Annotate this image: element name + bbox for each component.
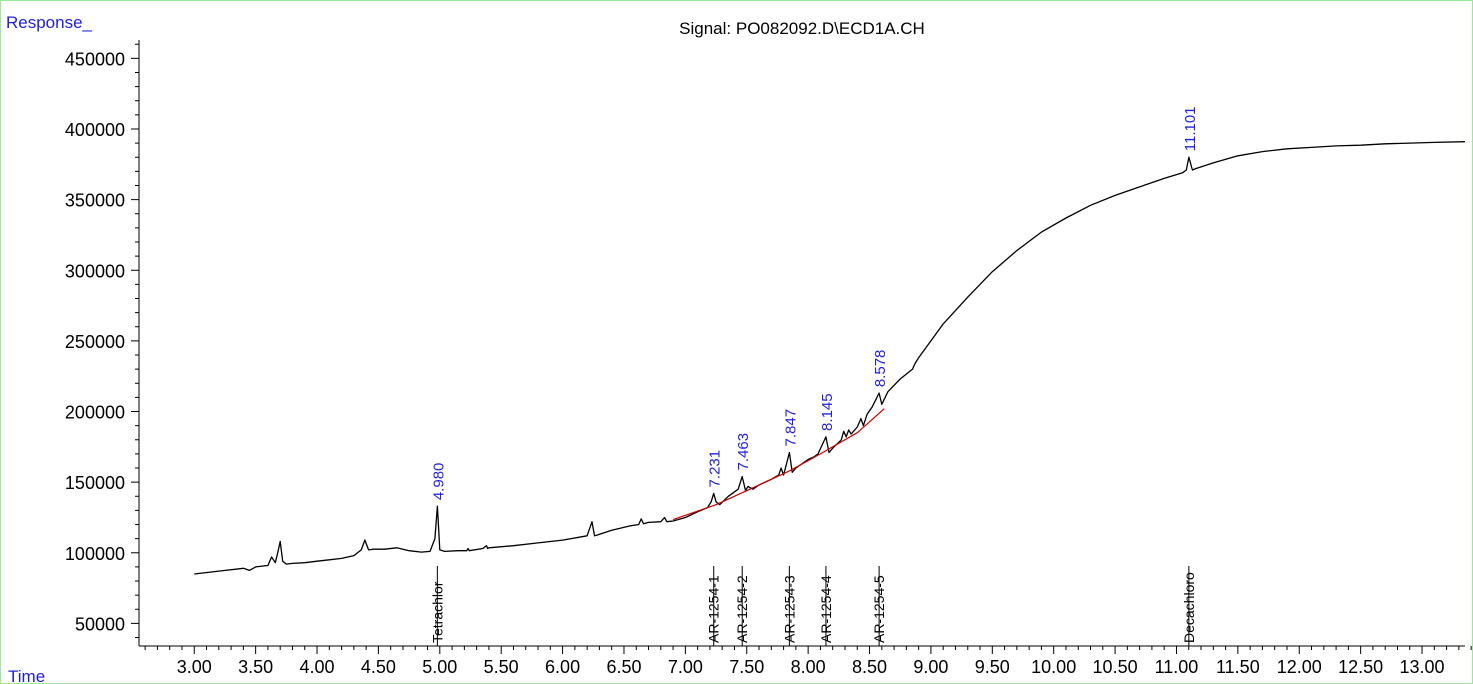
y-tick-label: 450000 [65,49,125,69]
compound-marker-label: Decachloro [1181,572,1197,643]
compound-marker-label: AR-1254-2 [734,575,750,643]
x-tick-label: 5.00 [422,657,457,677]
peak-retention-label: 7.463 [735,433,752,471]
x-tick-label: 10.50 [1093,657,1138,677]
x-tick-label: 3.00 [177,657,212,677]
x-tick-label: 13.00 [1400,657,1445,677]
x-tick-label: 8.00 [791,657,826,677]
compound-marker-label: AR-1254-4 [818,575,834,643]
peak-retention-label: 7.231 [707,450,724,488]
peak-retention-label: 11.101 [1182,106,1199,151]
compound-marker-label: AR-1254-1 [706,575,722,643]
compound-marker-label: Tetrachlor [429,581,445,643]
x-tick-label: 11.00 [1155,657,1199,677]
y-tick-label: 300000 [65,261,125,281]
x-tick-label: 11.50 [1216,657,1260,677]
x-tick-label: 4.00 [300,657,335,677]
chart-title: Signal: PO082092.D\ECD1A.CH [679,19,925,38]
y-tick-label: 50000 [75,614,125,634]
peak-retention-label: 4.980 [430,463,447,501]
y-tick-label: 200000 [65,403,125,423]
x-tick-label: 4.50 [361,657,396,677]
signal-series [194,141,1466,575]
y-tick-label: 250000 [65,332,125,352]
x-axis-label: Time [8,667,45,684]
peak-retention-label: 8.145 [819,393,836,431]
x-tick-label: 12.50 [1338,657,1383,677]
y-tick-label: 350000 [65,191,125,211]
x-tick-label: 7.00 [668,657,703,677]
compound-markers: Tetrachlor AR-1254-1 AR-1254-2 AR-1254-3 AR-… [429,566,1197,646]
peak-retention-label: 7.847 [782,409,799,447]
y-axis-label: Response_ [6,13,93,32]
y-tick-label: 400000 [65,120,125,140]
x-tick-label: 10.00 [1031,657,1076,677]
x-tick-label: 7.50 [729,657,764,677]
axes: 50000 100000 150000 200000 250000 300000 35000… [65,40,1472,677]
peak-labels: 4.980 7.231 7.463 7.847 8.145 8.578 11.101 [430,106,1199,500]
compound-marker-label: AR-1254-5 [871,575,887,643]
x-tick-label: 9.50 [975,657,1010,677]
x-tick-label: 9.00 [913,657,948,677]
x-tick-label: 8.50 [852,657,887,677]
x-tick-label: 5.50 [484,657,519,677]
y-tick-label: 150000 [65,473,125,493]
signal-trace [194,141,1466,575]
baseline-trace [672,408,885,521]
peak-retention-label: 8.578 [872,350,889,388]
compound-marker-label: AR-1254-3 [781,575,797,643]
x-tick-label: 3.50 [238,657,273,677]
x-tick-label: 6.00 [545,657,580,677]
y-tick-label: 100000 [65,544,125,564]
x-tick-label: 6.50 [606,657,641,677]
x-tick-label: 12.00 [1277,657,1322,677]
